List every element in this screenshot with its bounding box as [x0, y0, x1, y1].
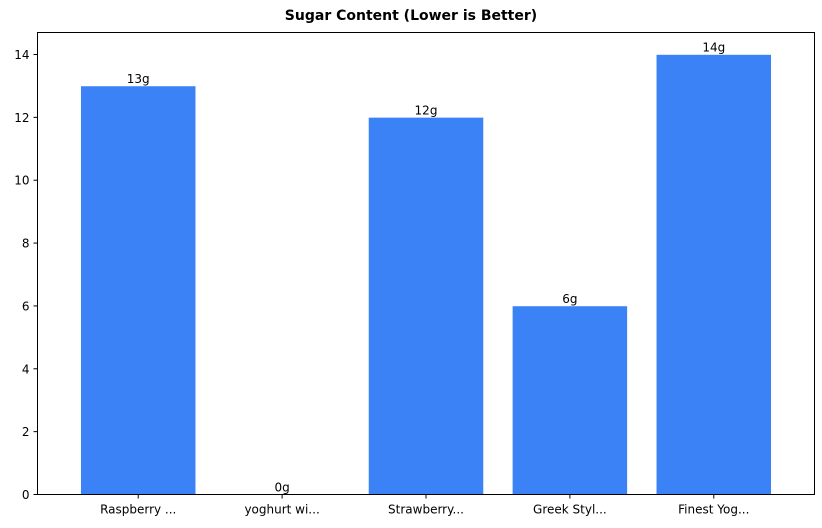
bar-value-label: 12g [415, 103, 438, 117]
bar-value-label: 0g [274, 481, 289, 495]
y-tick-label: 10 [14, 174, 29, 188]
bar [368, 117, 484, 495]
value-labels-group: 13g 0g 12g 6g 14g [127, 41, 725, 495]
y-tick-label: 6 [22, 299, 30, 313]
bar-value-label: 6g [562, 292, 577, 306]
x-tick-label: yoghurt wi... [244, 503, 319, 517]
chart-title: Sugar Content (Lower is Better) [284, 8, 538, 24]
x-tick-label: Greek Styl... [533, 503, 607, 517]
bar-value-label: 13g [127, 72, 150, 86]
y-tick-label: 8 [22, 237, 30, 251]
x-tick-label: Finest Yog... [678, 503, 749, 517]
bar [80, 85, 197, 495]
bar-value-label: 14g [702, 41, 725, 55]
x-axis: Raspberry ... yoghurt wi... Strawberry... G… [100, 494, 749, 517]
y-tick-label: 2 [22, 425, 30, 439]
y-tick-label: 0 [22, 488, 30, 502]
y-tick-label: 12 [14, 111, 29, 125]
bar [655, 54, 772, 495]
y-tick-label: 4 [22, 362, 30, 376]
bars-group [80, 54, 772, 495]
x-tick-label: Strawberry... [388, 503, 464, 517]
x-tick-label: Raspberry ... [100, 503, 176, 517]
plot-frame [37, 32, 815, 495]
y-axis: 0 2 4 6 8 10 12 14 [14, 48, 38, 502]
bar [512, 305, 628, 495]
y-tick-label: 14 [14, 48, 29, 62]
